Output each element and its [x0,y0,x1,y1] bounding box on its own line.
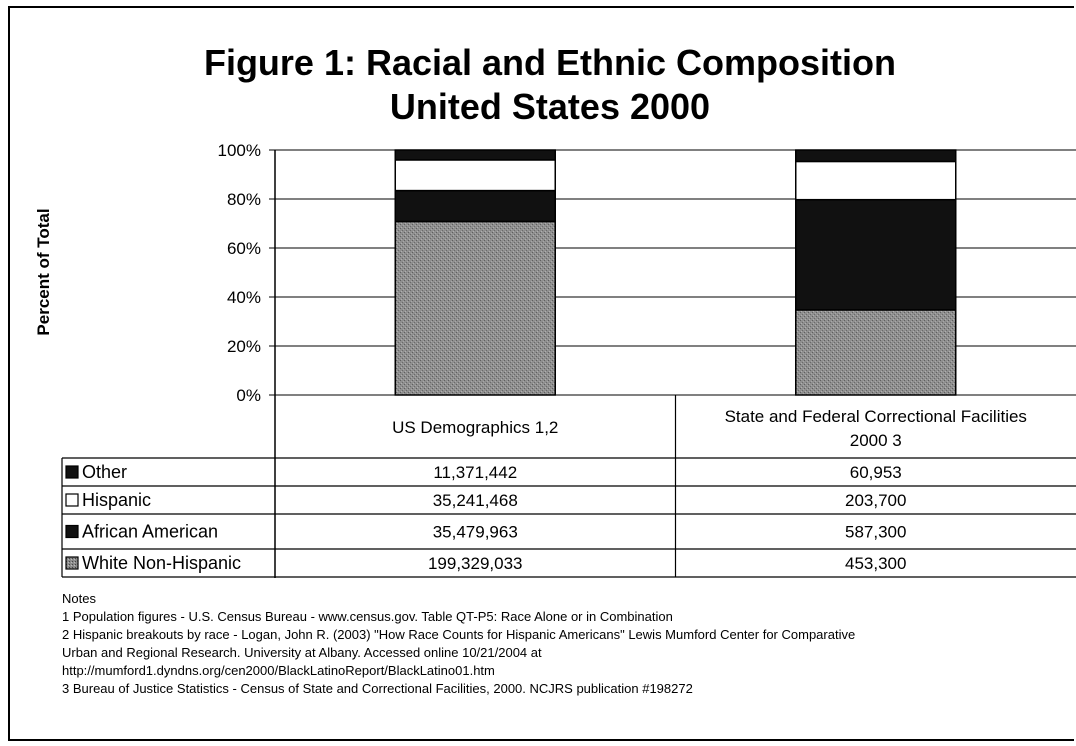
note-line: 3 Bureau of Justice Statistics - Census … [62,681,693,696]
legend-label: White Non-Hispanic [82,553,241,573]
y-tick-label: 80% [227,190,261,209]
data-label: 203,700 [845,491,906,510]
data-label: 453,300 [845,554,906,573]
bar-segment-hispanic [394,159,556,192]
data-label: 11,371,442 [433,463,517,482]
bar-segment-other [795,149,957,163]
note-line: 2 Hispanic breakouts by race - Logan, Jo… [62,627,856,642]
note-line: 1 Population figures - U.S. Census Burea… [62,609,673,624]
bar-segment-african-american [795,198,957,311]
legend-key [65,493,79,507]
notes-section: Notes 1 Population figures - U.S. Census… [62,590,855,698]
data-label: 60,953 [850,463,902,482]
notes-heading: Notes [62,591,96,606]
data-label: 35,241,468 [433,491,518,510]
bar-segment-white-non-hispanic [394,220,556,396]
y-tick-label: 100% [218,141,261,160]
y-axis-label: Percent of Total [34,208,53,335]
y-tick-label: 20% [227,337,261,356]
chart-title: Figure 1: Racial and Ethnic Composition [203,42,897,83]
legend-label: Other [82,462,127,482]
bar-segment-african-american [394,189,556,223]
legend-label: African American [82,522,218,542]
note-line: http://mumford1.dyndns.org/cen2000/Black… [62,663,495,678]
chart-subtitle: United States 2000 [389,86,711,127]
bar-segment-hispanic [795,160,957,201]
data-label: 35,479,963 [433,523,518,542]
data-label: 199,329,033 [428,554,523,573]
legend-key [65,556,79,570]
data-label: 587,300 [845,523,906,542]
legend-key [65,465,79,479]
legend-key [65,524,79,539]
x-category-label: State and Federal Correctional Facilitie… [725,407,1027,426]
y-tick-label: 40% [227,288,261,307]
legend-label: Hispanic [82,490,151,510]
bar-segment-white-non-hispanic [795,309,957,396]
y-tick-label: 60% [227,239,261,258]
y-tick-label: 0% [236,386,261,405]
bar-segment-other [394,149,556,161]
figure-frame [8,6,1074,741]
note-line: Urban and Regional Research. University … [62,645,542,660]
x-category-label: US Demographics 1,2 [392,418,558,437]
x-category-label: 2000 3 [850,431,902,450]
